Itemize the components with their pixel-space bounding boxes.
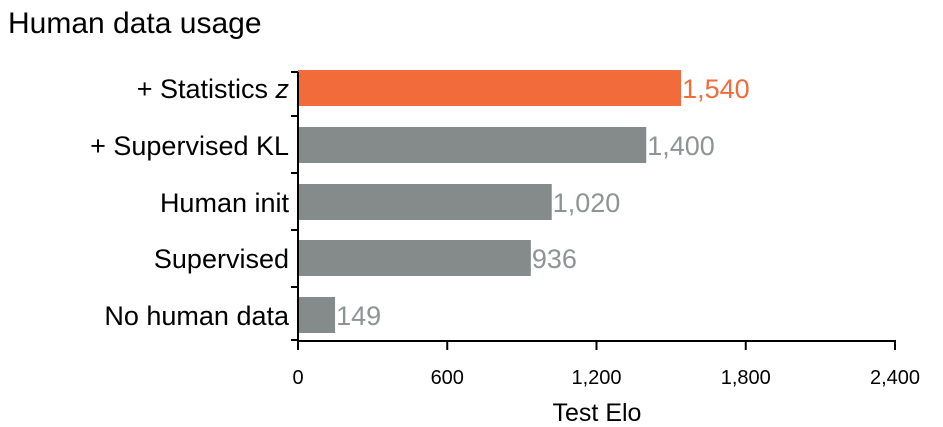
category-label-2: Human init <box>160 188 290 218</box>
bars-layer: 1,540 + Statistics z 1,400 + Supervised KL 1… <box>90 70 750 333</box>
bar-1 <box>298 127 647 163</box>
category-label-3: Supervised <box>154 244 289 274</box>
x-tick-label-0: 0 <box>292 367 303 389</box>
bar-2 <box>298 184 552 220</box>
x-tick-label-4: 2,400 <box>870 367 920 389</box>
category-label-0: + Statistics z <box>137 74 290 104</box>
bar-0 <box>298 70 682 106</box>
bar-4 <box>298 297 336 333</box>
bar-value-label-4: 149 <box>336 301 381 331</box>
bar-value-label-2: 1,020 <box>553 188 621 218</box>
axes-layer: 0 600 1,200 1,800 2,400 <box>291 71 920 389</box>
x-tick-label-1: 600 <box>431 367 464 389</box>
bar-value-label-0: 1,540 <box>682 74 750 104</box>
bar-3 <box>298 240 531 276</box>
x-tick-label-3: 1,800 <box>721 367 771 389</box>
x-axis-label: Test Elo <box>553 399 642 427</box>
x-tick-label-2: 1,200 <box>571 367 621 389</box>
category-label-1: + Supervised KL <box>90 131 289 161</box>
bar-value-label-3: 936 <box>532 244 577 274</box>
category-label-4: No human data <box>104 301 290 331</box>
chart-title: Human data usage <box>8 7 262 40</box>
bar-value-label-1: 1,400 <box>647 131 715 161</box>
